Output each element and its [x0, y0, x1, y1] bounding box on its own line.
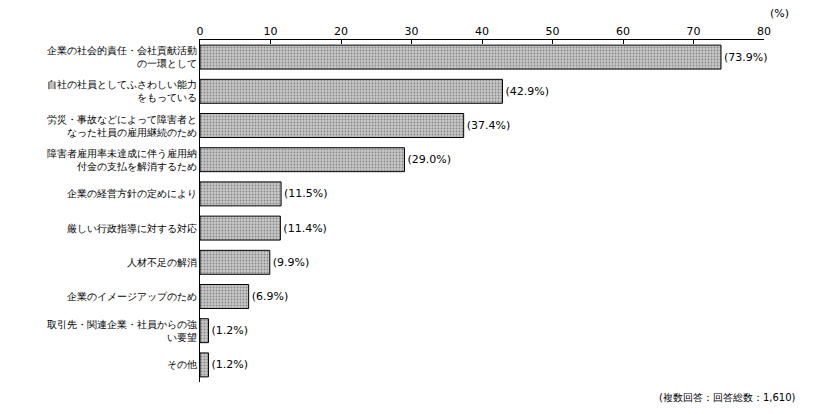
svg-text:取引先・関連企業・社員からの強い要望: 取引先・関連企業・社員からの強い要望 [47, 319, 197, 343]
svg-text:人材不足の解消: 人材不足の解消 [127, 257, 197, 268]
svg-text:(42.9%): (42.9%) [505, 85, 549, 98]
svg-text:(73.9%): (73.9%) [724, 51, 768, 64]
svg-text:その他: その他 [167, 359, 197, 370]
svg-text:20: 20 [334, 25, 348, 38]
svg-text:企業の経営方針の定めにより: 企業の経営方針の定めにより [67, 188, 197, 199]
svg-text:(11.4%): (11.4%) [283, 222, 327, 235]
svg-text:(9.9%): (9.9%) [273, 256, 310, 269]
svg-text:(29.0%): (29.0%) [407, 153, 451, 166]
svg-text:厳しい行政指導に対する対応: 厳しい行政指導に対する対応 [67, 223, 197, 234]
svg-text:30: 30 [405, 25, 419, 38]
svg-text:70: 70 [687, 25, 701, 38]
svg-text:労災・事故などによって障害者となった社員の雇用継続のため: 労災・事故などによって障害者となった社員の雇用継続のため [47, 114, 197, 138]
svg-text:障害者雇用率未達成に伴う雇用納付金の支払を解消するため: 障害者雇用率未達成に伴う雇用納付金の支払を解消するため [47, 148, 197, 172]
svg-text:60: 60 [616, 25, 630, 38]
svg-text:(37.4%): (37.4%) [467, 119, 511, 132]
svg-text:自社の社員としてふさわしい能力をもっている: 自社の社員としてふさわしい能力をもっている [47, 79, 197, 103]
svg-text:(6.9%): (6.9%) [252, 290, 289, 303]
svg-text:80: 80 [757, 25, 771, 38]
svg-text:企業のイメージアップのため: 企業のイメージアップのため [67, 291, 197, 302]
svg-text:企業の社会的責任・会社貢献活動の一環として: 企業の社会的責任・会社貢献活動の一環として [47, 45, 197, 69]
svg-text:10: 10 [264, 25, 278, 38]
svg-text:0: 0 [197, 25, 204, 38]
svg-text:(%): (%) [770, 7, 789, 20]
svg-text:(1.2%): (1.2%) [211, 358, 248, 371]
svg-text:(11.5%): (11.5%) [284, 187, 328, 200]
svg-text:(1.2%): (1.2%) [211, 324, 248, 337]
svg-text:(複数回答：回答総数：1,610): (複数回答：回答総数：1,610) [659, 392, 796, 403]
svg-text:40: 40 [475, 25, 489, 38]
svg-text:50: 50 [546, 25, 560, 38]
